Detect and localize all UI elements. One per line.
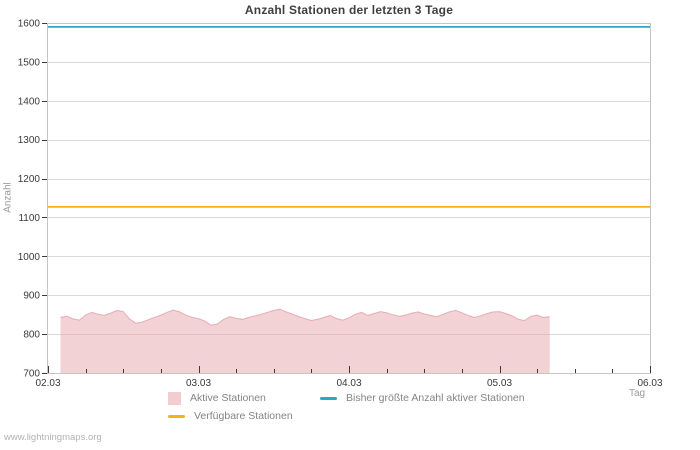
- y-tick-label: 900: [23, 291, 40, 302]
- line-swatch-icon: [320, 396, 337, 400]
- y-tick-label: 800: [23, 330, 40, 341]
- x-tick-label: 04.03: [336, 378, 361, 389]
- y-tick-label: 1500: [18, 57, 41, 68]
- x-axis-title: Tag: [628, 388, 646, 399]
- x-tick-label: 06.03: [637, 378, 662, 389]
- legend-label: Bisher größte Anzahl aktiver Stationen: [346, 392, 525, 404]
- y-tick-label: 1100: [18, 213, 40, 224]
- x-tick-label: 02.03: [35, 378, 60, 389]
- legend-item-active-stations: Aktive Stationen: [168, 391, 320, 405]
- chart-title: Anzahl Stationen der letzten 3 Tage: [244, 3, 454, 17]
- x-tick-label: 03.03: [186, 378, 211, 389]
- active-stations-area: [60, 309, 550, 373]
- legend-label: Aktive Stationen: [190, 392, 266, 404]
- x-tick-label: 05.03: [487, 378, 512, 389]
- legend: Aktive Stationen Bisher größte Anzahl ak…: [168, 391, 525, 423]
- y-tick-label: 1400: [18, 96, 41, 107]
- legend-label: Verfügbare Stationen: [194, 410, 293, 422]
- legend-item-available-stations: Verfügbare Stationen: [168, 409, 320, 423]
- y-tick-label: 1200: [18, 174, 41, 185]
- y-tick-label: 700: [23, 369, 40, 380]
- y-tick-label: 1300: [18, 135, 41, 146]
- watermark-link: www.lightningmaps.org: [4, 432, 102, 443]
- area-swatch-icon: [168, 391, 181, 405]
- plot-frame: [47, 23, 651, 374]
- legend-item-max-active-stations: Bisher größte Anzahl aktiver Stationen: [320, 391, 525, 405]
- active-stations-area-edge: [60, 308, 550, 326]
- y-tick-label: 1600: [18, 19, 41, 30]
- y-tick-label: 1000: [18, 252, 41, 263]
- line-swatch-icon: [168, 414, 185, 418]
